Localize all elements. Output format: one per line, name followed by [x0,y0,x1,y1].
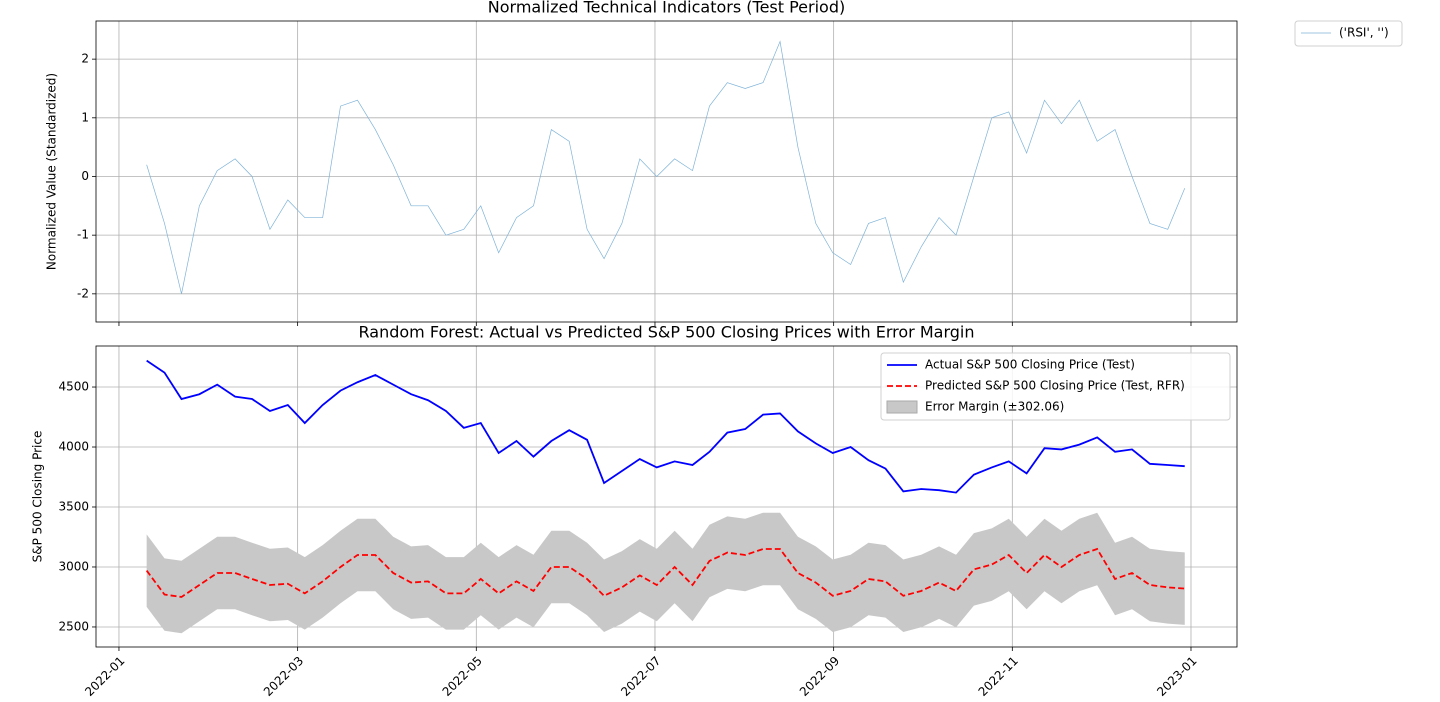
legend-box [880,352,1231,421]
legend-label: ('RSI', '') [1339,26,1389,40]
y-tick-label: 1 [81,110,89,124]
series-line [146,40,1186,294]
legend-label: Actual S&P 500 Closing Price (Test) [925,358,1135,372]
x-tick-label: 2022-11 [976,654,1021,699]
y-tick-label: -2 [77,286,89,300]
y-tick-label: 0 [81,169,89,183]
x-tick-label: 2022-01 [82,654,127,699]
axes-frame [95,20,1238,323]
y-tick-label: 3000 [58,559,89,573]
y-tick-label: 2500 [58,619,89,633]
legend-swatch [886,400,918,414]
y-axis-label: S&P 500 Closing Price [31,431,45,563]
x-tick-label: 2022-07 [618,654,663,699]
legend-box [1294,20,1403,47]
y-tick-label: 4500 [58,380,89,394]
y-tick-label: 4000 [58,440,89,454]
series-line [146,359,1185,494]
x-tick-label: 2023-01 [1154,654,1199,699]
y-tick-label: -1 [77,228,89,242]
chart-title: Random Forest: Actual vs Predicted S&P 5… [359,323,975,342]
x-tick-label: 2022-05 [440,654,485,699]
legend-label: Error Margin (±302.06) [925,400,1064,414]
x-tick-label: 2022-09 [797,654,842,699]
x-tick-label: 2022-03 [261,654,306,699]
y-tick-label: 3500 [58,499,89,513]
error-band [146,512,1185,634]
y-axis-label: Normalized Value (Standardized) [45,73,59,270]
axes-frame [95,345,1238,648]
series-line [145,547,1185,598]
legend-label: Predicted S&P 500 Closing Price (Test, R… [925,379,1185,393]
chart-title: Normalized Technical Indicators (Test Pe… [488,0,845,17]
y-tick-label: 2 [81,52,89,66]
